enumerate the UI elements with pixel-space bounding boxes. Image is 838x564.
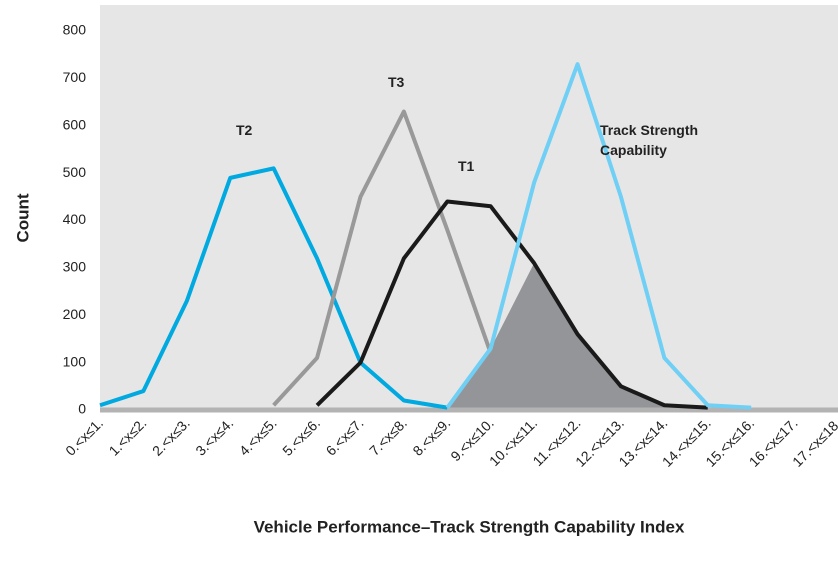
x-tick-label: 2.<x≤3.	[149, 415, 193, 459]
y-tick-label: 800	[63, 22, 87, 38]
plot-area	[100, 5, 838, 410]
series-label: T1	[458, 158, 475, 174]
series-line	[445, 62, 752, 410]
y-tick-label: 200	[63, 306, 87, 322]
series-line	[99, 166, 448, 410]
x-tick-label: 3.<x≤4.	[192, 415, 236, 459]
y-tick-label: 500	[63, 164, 87, 180]
series-label: T2	[236, 122, 253, 138]
y-tick-label: 700	[63, 69, 87, 85]
series-line	[315, 199, 708, 410]
series-line	[272, 109, 493, 407]
x-tick-label: 0.<x≤1.	[62, 415, 106, 459]
x-tick-label: 1.<x≤2.	[106, 415, 150, 459]
x-tick-label: 5.<x≤6.	[279, 415, 323, 459]
y-tick-label: 0	[78, 401, 86, 417]
series-label: Track Strength Capability	[600, 122, 699, 158]
x-tick-label: 7.<x≤8.	[366, 415, 410, 459]
x-tick-label: 4.<x≤5.	[236, 415, 280, 459]
x-tick-label: 6.<x≤7.	[323, 415, 367, 459]
series-label: T3	[388, 74, 405, 90]
y-tick-label: 300	[63, 259, 87, 275]
y-tick-label: 600	[63, 116, 87, 132]
y-tick-label: 400	[63, 211, 87, 227]
y-tick-label: 100	[63, 353, 87, 369]
y-axis-label: Count	[13, 193, 32, 242]
x-axis-label: Vehicle Performance–Track Strength Capab…	[254, 517, 685, 536]
